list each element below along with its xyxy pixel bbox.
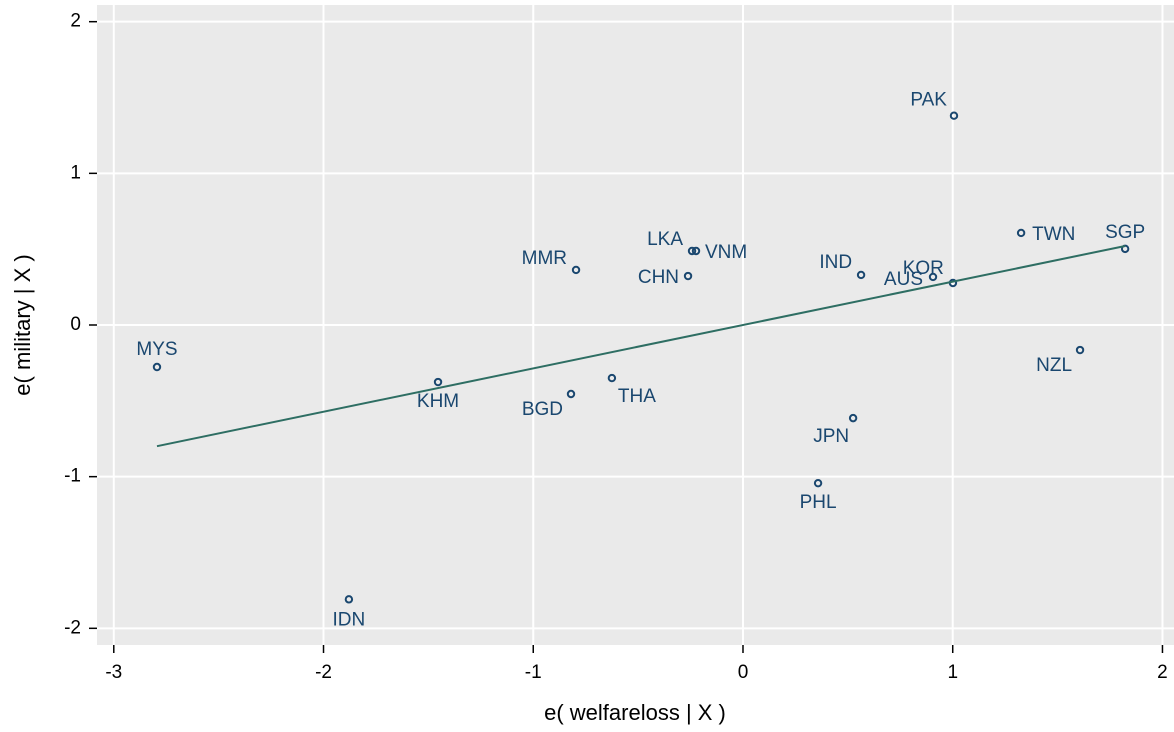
point-label: THA [618,386,656,407]
point [691,246,701,256]
point-label: MMR [522,248,567,269]
x-axis-title: e( welfareloss | X ) [544,700,726,725]
point-label: JPN [813,426,849,447]
x-tick-label: -1 [525,662,542,683]
point [433,377,443,387]
point [607,373,617,383]
point [683,271,693,281]
point-label: TWN [1032,224,1075,245]
point-label: MYS [136,339,177,360]
point [687,246,697,256]
y-tick-label: 2 [70,11,81,32]
point-label: AUS [884,269,923,290]
point [1120,244,1130,254]
point [813,478,823,488]
point [1016,228,1026,238]
x-tick-label: 1 [947,662,958,683]
point [152,362,162,372]
y-tick-label: -2 [64,617,81,638]
x-tick-label: -3 [105,662,122,683]
point [571,265,581,275]
point [949,111,959,120]
point-label: CHN [638,267,679,288]
fit-line [156,245,1126,448]
point-label: KOR [903,258,944,279]
point-label: NZL [1036,355,1072,376]
point-label: LKA [647,229,683,250]
point-label: SGP [1105,222,1145,243]
point-label: PHL [800,492,837,513]
point [928,272,938,282]
point [1075,345,1085,355]
point [566,389,576,399]
x-tick-label: -2 [315,662,332,683]
point-label: KHM [417,391,459,412]
y-axis-title: e( military | X ) [10,254,35,395]
point-label: VNM [705,242,747,263]
point [848,413,858,423]
point-label: PAK [910,90,947,111]
point-label: BGD [522,399,563,420]
point-label: IDN [333,609,366,630]
y-tick-label: -1 [64,466,81,487]
point [344,595,354,604]
x-tick-label: 0 [738,662,749,683]
y-tick-label: 0 [70,314,81,335]
x-tick-label: 2 [1157,662,1168,683]
point-label: IND [819,252,852,273]
point [856,270,866,280]
y-tick-label: 1 [70,162,81,183]
